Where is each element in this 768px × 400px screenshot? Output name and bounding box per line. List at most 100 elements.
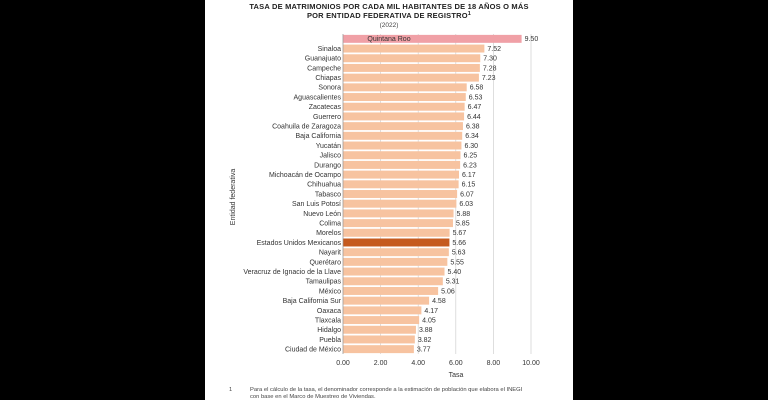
category-label: Guerrero — [313, 114, 341, 121]
category-label: Quintana Roo — [367, 36, 410, 43]
bar — [343, 102, 465, 111]
category-label: Guanajuato — [305, 56, 341, 63]
value-label: 6.58 — [470, 85, 484, 92]
bar — [343, 296, 430, 305]
category-label: Ciudad de México — [285, 347, 341, 354]
bar — [343, 93, 466, 102]
chart-title-line1: TASA DE MATRIMONIOS POR CADA MIL HABITAN… — [249, 2, 528, 11]
bar — [343, 325, 416, 334]
x-axis-label: Tasa — [449, 372, 464, 379]
value-label: 6.30 — [464, 143, 478, 150]
value-label: 6.23 — [463, 162, 477, 169]
x-tick-label: 2.00 — [374, 360, 388, 367]
value-label: 4.17 — [424, 308, 438, 315]
x-tick-label: 10.00 — [522, 360, 540, 367]
bar — [343, 345, 414, 354]
bar — [343, 34, 522, 43]
bar — [343, 112, 465, 121]
x-tick-label: 4.00 — [411, 360, 425, 367]
value-label: 5.55 — [450, 259, 464, 266]
x-tick-label: 6.00 — [449, 360, 463, 367]
value-label: 5.31 — [446, 279, 460, 286]
bar — [343, 267, 445, 276]
category-label: Chihuahua — [307, 182, 341, 189]
bar — [343, 199, 457, 208]
footnote-line2: con base en el Marco de Muestreo de Vivi… — [250, 394, 376, 400]
category-label: Hidalgo — [317, 327, 341, 334]
chart-title-superscript: 1 — [468, 11, 471, 17]
category-label: Querétaro — [309, 259, 341, 266]
value-label: 3.82 — [418, 337, 432, 344]
bar — [343, 257, 448, 266]
axis-layer: 0.00 2.00 4.00 6.00 8.00 10.00 Quintana Roo 9.5… — [243, 34, 540, 367]
category-label: Coahuila de Zaragoza — [272, 124, 341, 131]
category-label: Sinaloa — [318, 46, 341, 53]
chart-title-line2-text: POR ENTIDAD FEDERATIVA DE REGISTRO — [307, 11, 468, 20]
value-label: 6.15 — [462, 182, 476, 189]
value-label: 9.50 — [525, 36, 539, 43]
category-label: Tabasco — [315, 191, 341, 198]
bar — [343, 286, 439, 295]
category-label: Jalisco — [320, 153, 342, 160]
category-label: Colima — [319, 220, 341, 227]
value-label: 6.17 — [462, 172, 476, 179]
value-label: 6.53 — [469, 94, 483, 101]
chart: TASA DE MATRIMONIOS POR CADA MIL HABITAN… — [229, 2, 540, 400]
chart-title-line2: POR ENTIDAD FEDERATIVA DE REGISTRO1 — [307, 11, 471, 20]
y-axis-label: Entidad federativa — [230, 169, 237, 226]
category-label: Tamaulipas — [306, 279, 342, 286]
bar — [343, 73, 479, 82]
bar — [343, 54, 481, 63]
value-label: 3.88 — [419, 327, 433, 334]
category-label: Nayarit — [319, 250, 341, 257]
bar — [343, 335, 415, 344]
value-label: 6.34 — [465, 133, 479, 140]
value-label: 6.07 — [460, 191, 474, 198]
value-label: 6.44 — [467, 114, 481, 121]
value-label: 7.28 — [483, 65, 497, 72]
value-label: 4.58 — [432, 298, 446, 305]
value-label: 7.52 — [487, 46, 501, 53]
category-label: Zacatecas — [309, 104, 342, 111]
value-label: 6.47 — [468, 104, 482, 111]
category-label: Chiapas — [315, 75, 341, 82]
bar — [343, 219, 453, 228]
value-label: 5.66 — [452, 240, 466, 247]
value-label: 5.63 — [452, 250, 466, 257]
value-label: 5.40 — [448, 269, 462, 276]
bar — [343, 228, 450, 237]
bar — [343, 44, 485, 53]
bar — [343, 316, 420, 325]
category-label: Aguascalientes — [294, 94, 342, 101]
category-label: Yucatán — [316, 143, 341, 150]
category-label: Puebla — [319, 337, 341, 344]
footnote-line1: Para el cálculo de la tasa, el denominad… — [250, 387, 523, 393]
bar — [343, 180, 459, 189]
value-label: 5.85 — [456, 220, 470, 227]
chart-subtitle: (2022) — [380, 22, 399, 29]
value-label: 4.05 — [422, 317, 436, 324]
category-label: Campeche — [307, 65, 341, 72]
category-label: Estados Unidos Mexicanos — [257, 240, 342, 247]
category-label: Veracruz de Ignacio de la Llave — [243, 269, 341, 276]
category-label: México — [319, 288, 341, 295]
value-label: 5.88 — [457, 211, 471, 218]
value-label: 5.06 — [441, 288, 455, 295]
bar — [343, 151, 461, 160]
value-label: 3.77 — [417, 347, 431, 354]
value-label: 6.38 — [466, 124, 480, 131]
value-label: 7.23 — [482, 75, 496, 82]
category-label: Baja California Sur — [283, 298, 342, 305]
bar — [343, 209, 454, 218]
bar — [343, 83, 467, 92]
bar — [343, 306, 422, 315]
category-label: Oaxaca — [317, 308, 341, 315]
category-label: Morelos — [316, 230, 341, 237]
bar — [343, 122, 463, 131]
bar — [343, 170, 459, 179]
category-label: San Luis Potosí — [292, 201, 341, 208]
footnote-number: 1 — [229, 387, 232, 393]
category-label: Baja California — [295, 133, 341, 140]
bars-layer — [343, 34, 522, 354]
category-label: Nuevo León — [303, 211, 341, 218]
